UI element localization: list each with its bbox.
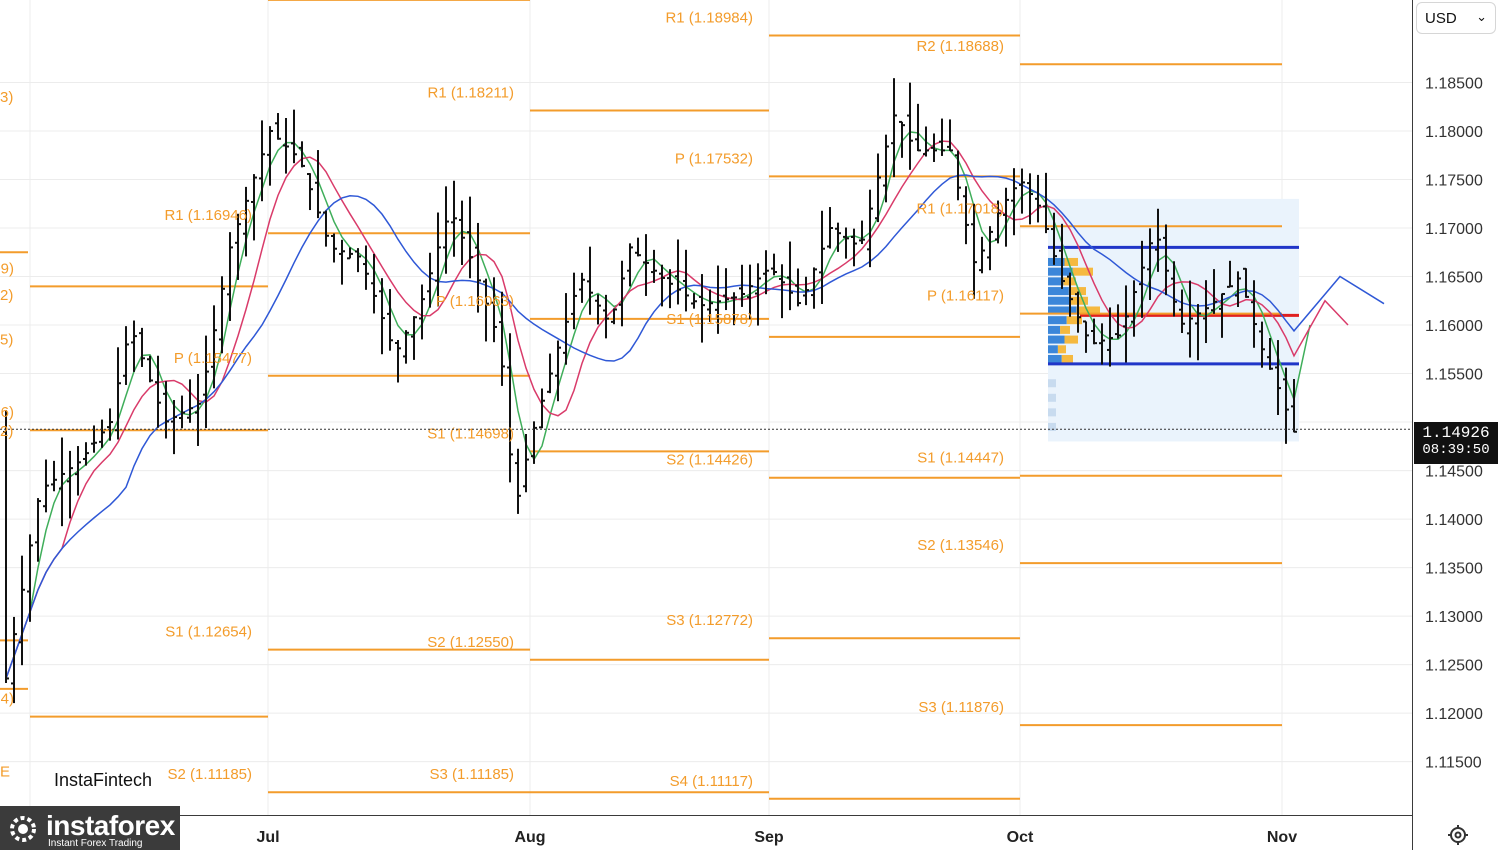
volume-bar-outside — [1048, 408, 1056, 417]
volume-profile-range — [1048, 198, 1299, 442]
pivot-label: S2 (1.11964) — [0, 691, 14, 708]
pivot-label: P (1.17532) — [675, 150, 753, 167]
pivot-label-clipped: 5) — [0, 332, 13, 349]
volume-bar-in-value-area — [1066, 316, 1082, 325]
x-tick-label: Jul — [256, 829, 279, 846]
volume-profile — [1048, 198, 1299, 442]
volume-bar-in-value-area — [1048, 325, 1061, 334]
pivot-label-clipped: E — [0, 763, 10, 780]
pivot-label: P (1.15477) — [174, 350, 252, 367]
chart-grid — [0, 0, 1412, 815]
y-tick-label: 1.13000 — [1425, 609, 1483, 626]
volume-bar-in-value-area — [1048, 354, 1062, 363]
y-tick-label: 1.11500 — [1425, 755, 1482, 772]
brand-watermark: InstaFintech — [50, 768, 157, 793]
pivot-label: S1 (1.15878) — [666, 311, 753, 328]
volume-bar-in-value-area — [1048, 316, 1067, 325]
x-tick-label: Oct — [1007, 829, 1034, 846]
currency-select[interactable]: USD ⌄ — [1416, 2, 1496, 34]
volume-bar-in-value-area — [1048, 257, 1065, 266]
x-tick-label: Sep — [754, 829, 784, 846]
volume-bar-in-value-area — [1060, 325, 1070, 334]
logo-gear-icon — [10, 816, 36, 842]
volume-bar-in-value-area — [1064, 335, 1078, 344]
pivot-label: S1 (1.14447) — [917, 450, 1004, 467]
y-tick-label: 1.15500 — [1425, 367, 1483, 384]
volume-bar-outside — [1048, 393, 1056, 402]
bar-countdown: 08:39:50 — [1422, 442, 1490, 458]
logo-name: instaforex — [46, 810, 175, 841]
y-tick-label: 1.12500 — [1425, 658, 1483, 675]
y-tick-label: 1.13500 — [1425, 561, 1483, 578]
pivot-label: P (1.16399) — [0, 260, 14, 277]
y-tick-label: 1.17000 — [1425, 221, 1483, 238]
pivot-label-clipped: 3) — [0, 89, 13, 106]
pivot-label: S2 (1.12550) — [427, 634, 514, 651]
pivot-label: R1 (1.18211) — [428, 85, 514, 102]
last-price-value: 1.14926 — [1422, 424, 1490, 442]
pivot-label-clipped: 2) — [0, 287, 13, 304]
chevron-down-icon: ⌄ — [1476, 9, 1487, 24]
volume-bar-in-value-area — [1064, 257, 1078, 266]
pivot-levels — [0, 0, 1282, 800]
pivot-label: R1 (1.16946) — [164, 207, 252, 224]
y-tick-label: 1.18000 — [1425, 124, 1483, 141]
y-tick-label: 1.14000 — [1425, 512, 1483, 529]
pivot-label: R1 (1.18984) — [665, 10, 753, 27]
volume-bar-in-value-area — [1068, 287, 1086, 296]
pivot-label: S2 (1.13546) — [917, 537, 1004, 554]
ma-slow-line — [5, 174, 1385, 679]
volume-bar-in-value-area — [1072, 267, 1093, 276]
pivot-label: S1 (1.14698) — [427, 425, 514, 442]
pivot-label: S2 (1.11185) — [168, 766, 253, 783]
pivot-label: R2 (1.18688) — [916, 38, 1004, 55]
logo-tagline: Instant Forex Trading — [48, 838, 143, 849]
pivot-label: P (1.16117) — [927, 288, 1004, 305]
y-tick-label: 1.12000 — [1425, 706, 1483, 723]
pivot-label: S3 (1.11185) — [430, 766, 515, 783]
volume-bar-in-value-area — [1061, 354, 1073, 363]
volume-bar-in-value-area — [1048, 296, 1070, 305]
ohlc-bars — [3, 78, 1297, 704]
pivot-label: S3 (1.12772) — [666, 612, 753, 629]
y-tick-label: 1.16500 — [1425, 270, 1483, 287]
ma-mid-line — [5, 140, 1349, 679]
time-axis-line — [0, 815, 1412, 816]
pivot-label: S1 (1.14916) — [0, 404, 14, 421]
settings-icon[interactable] — [1447, 824, 1469, 846]
volume-bar-in-value-area — [1048, 277, 1064, 286]
y-tick-label: 1.16000 — [1425, 318, 1483, 335]
currency-value: USD — [1425, 10, 1457, 27]
pivot-label: S3 (1.11876) — [918, 699, 1004, 716]
pivot-labels: P (1.16399) S1 (1.14916) S2 (1.11964) R1 (1… — [0, 10, 1004, 790]
pivot-label: S1 (1.12654) — [165, 624, 252, 641]
pivot-label: S4 (1.11117) — [670, 773, 753, 790]
pivot-label: R1 (1.17018) — [916, 200, 1004, 217]
pivot-label: P (1.16063) — [436, 293, 514, 310]
pivot-label: S2 (1.14426) — [666, 452, 753, 469]
volume-bar-in-value-area — [1048, 267, 1073, 276]
volume-bar-in-value-area — [1048, 287, 1069, 296]
y-tick-label: 1.14500 — [1425, 464, 1483, 481]
volume-bar-outside — [1048, 422, 1056, 431]
y-tick-label: 1.17500 — [1425, 172, 1483, 189]
pivot-label-clipped: 2) — [0, 423, 13, 440]
x-tick-label: Aug — [514, 829, 545, 846]
price-chart[interactable]: P (1.16399) S1 (1.14916) S2 (1.11964) R1 (1… — [0, 0, 1412, 815]
instaforex-logo: instaforex Instant Forex Trading — [0, 806, 180, 850]
volume-bar-in-value-area — [1048, 306, 1077, 315]
volume-bar-in-value-area — [1048, 345, 1058, 354]
y-tick-label: 1.18500 — [1425, 75, 1483, 92]
volume-bar-in-value-area — [1057, 345, 1066, 354]
volume-bar-in-value-area — [1048, 335, 1065, 344]
x-tick-label: Nov — [1267, 829, 1297, 846]
volume-bar-outside — [1048, 379, 1056, 388]
last-price-tag: 1.14926 08:39:50 — [1414, 422, 1498, 464]
volume-bar-in-value-area — [1076, 306, 1100, 315]
